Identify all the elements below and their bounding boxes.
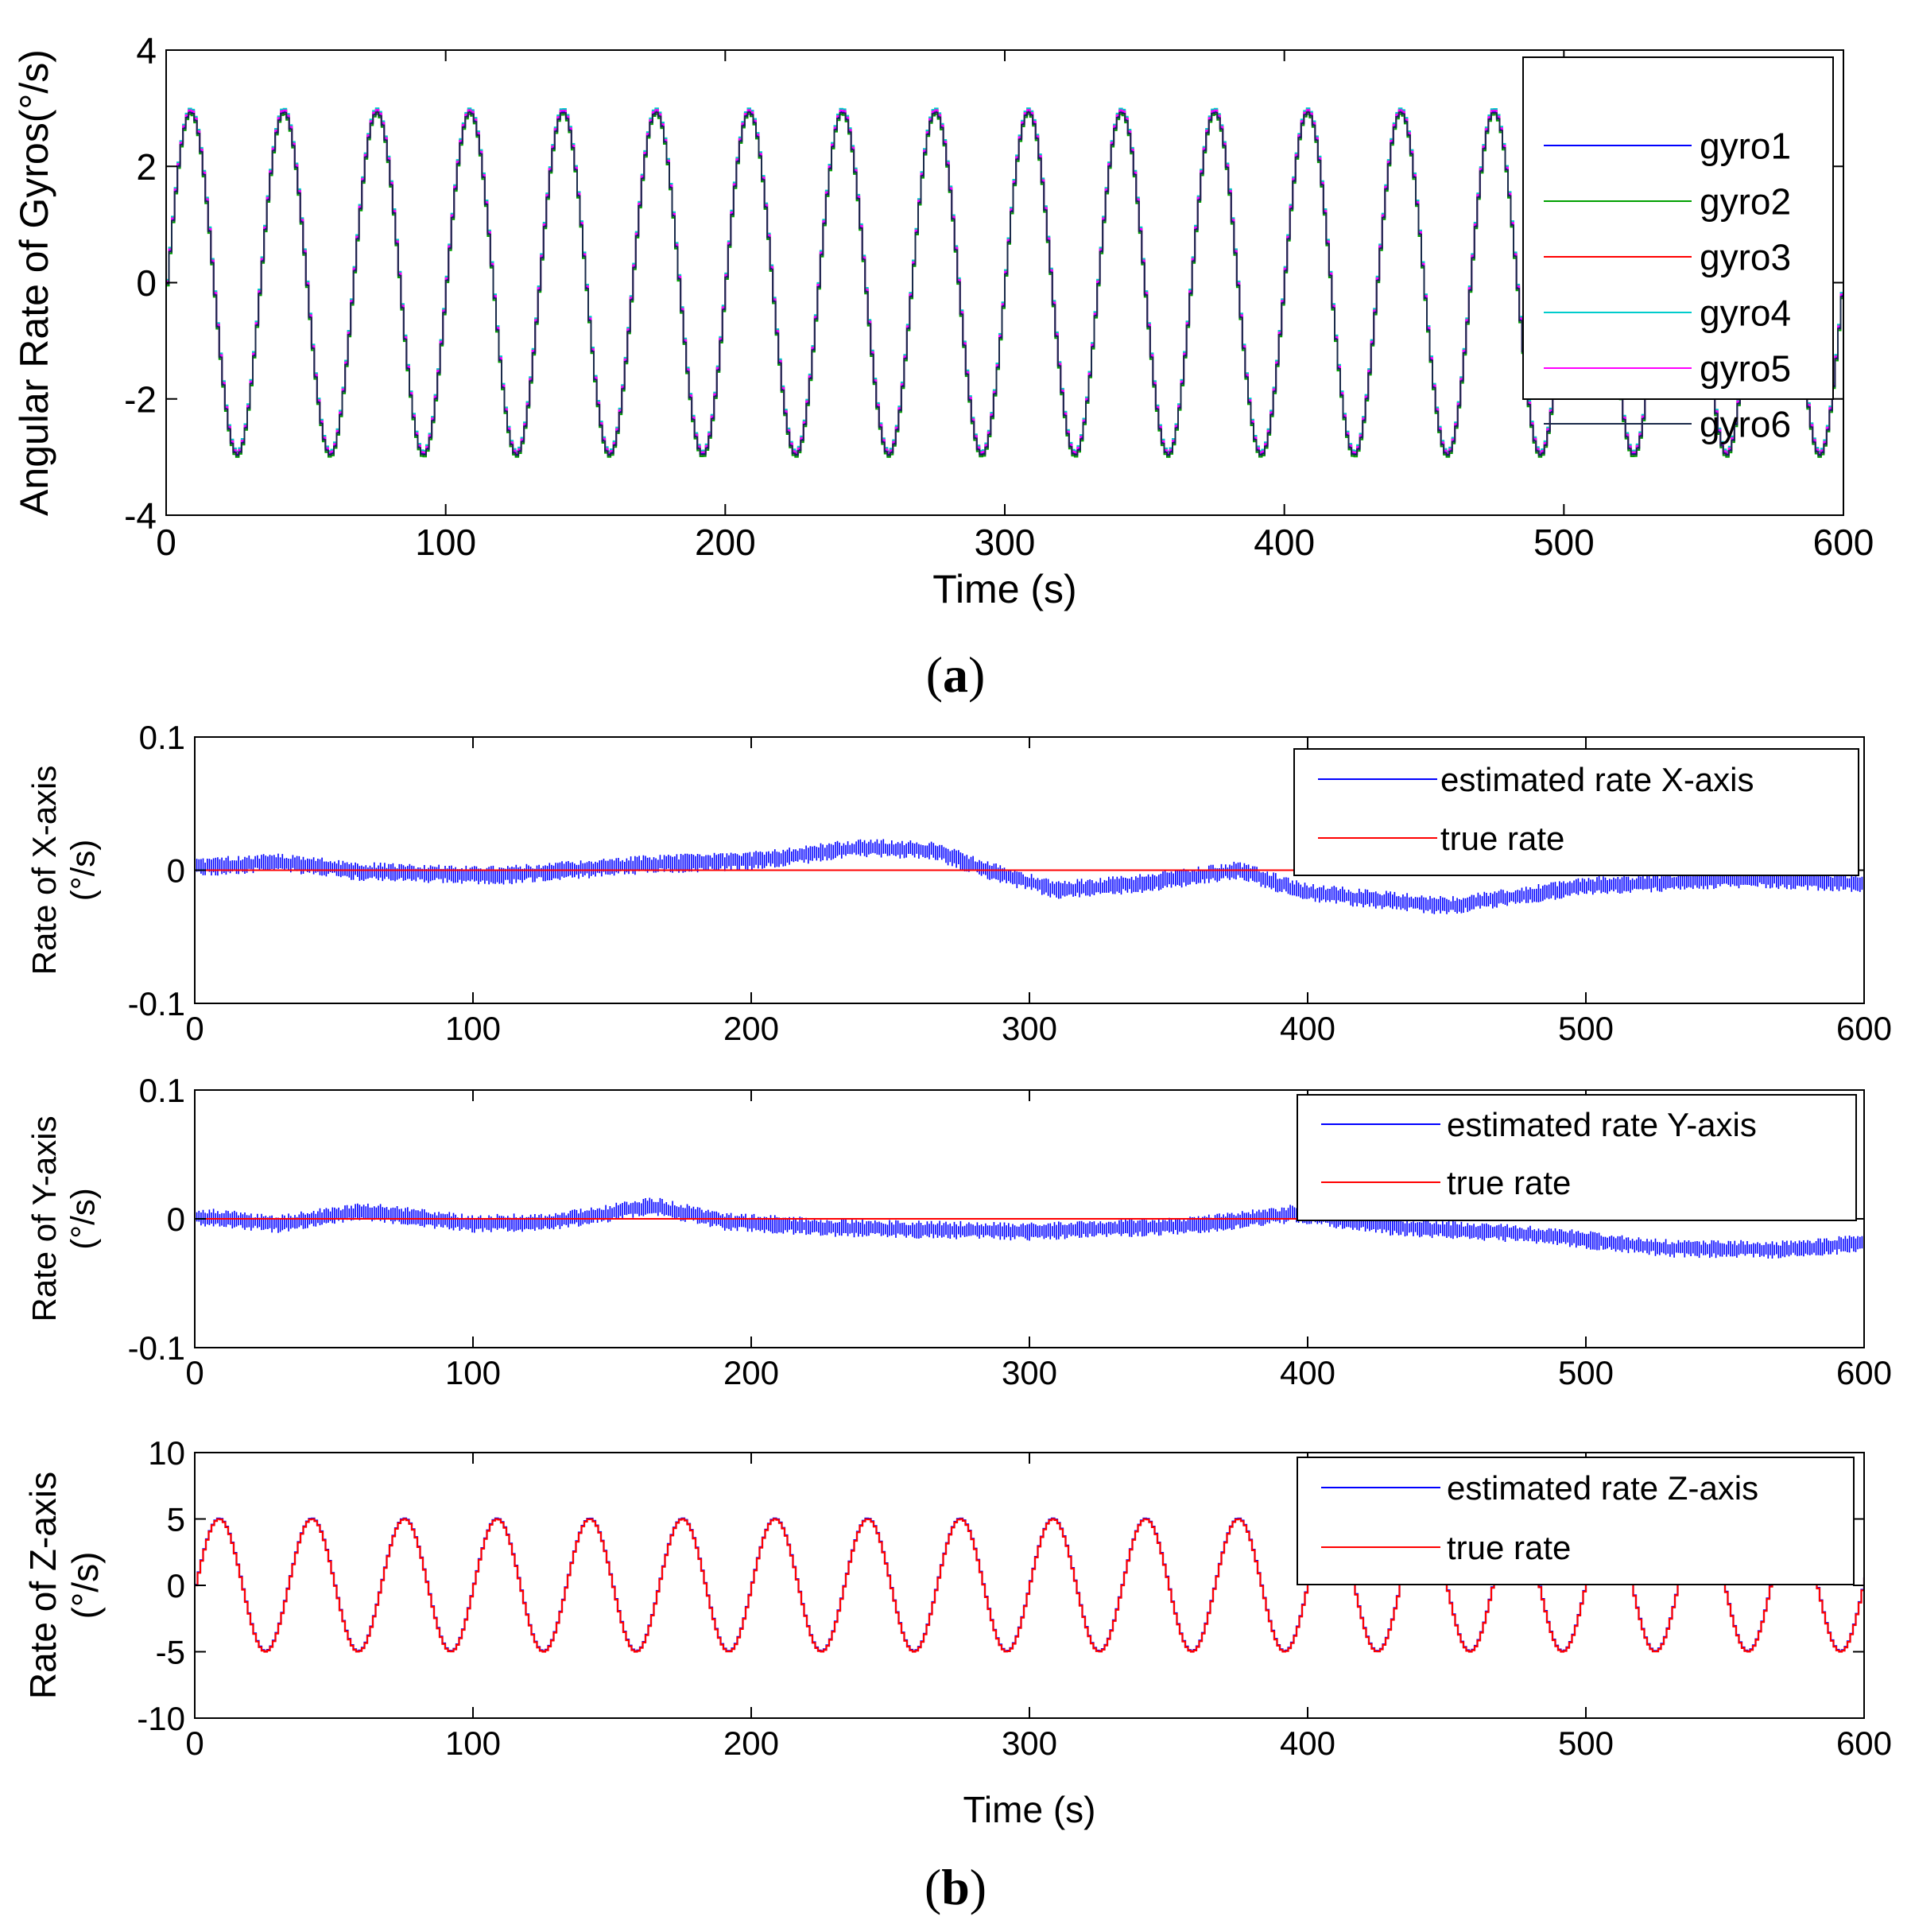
zaxis-y-axis-label-line2: (°/s) xyxy=(64,1552,106,1620)
gyros-x-tick-label: 100 xyxy=(415,522,476,563)
caption-b: (b) xyxy=(924,1859,987,1915)
caption-b-letter: b xyxy=(941,1859,970,1915)
gyros-x-tick-label: 400 xyxy=(1254,522,1315,563)
yaxis-x-tick-label: 600 xyxy=(1836,1354,1892,1391)
yaxis-x-tick-label: 400 xyxy=(1280,1354,1335,1391)
yaxis-legend-label-2: true rate xyxy=(1447,1164,1571,1201)
yaxis-y-tick-label: -0.1 xyxy=(128,1329,185,1367)
gyros-y-tick-label: 0 xyxy=(136,262,157,304)
zaxis-legend-label-2: true rate xyxy=(1447,1529,1571,1566)
zaxis-legend: estimated rate Z-axis true rate xyxy=(1297,1457,1855,1585)
gyros-legend-label-5: gyro5 xyxy=(1700,348,1791,390)
gyros-y-tick-label: 4 xyxy=(136,30,157,72)
zaxis-x-tick-label: 300 xyxy=(1002,1724,1057,1762)
zaxis-x-tick-label: 0 xyxy=(185,1724,204,1762)
gyros-chart: 0 100 200 300 400 500 600 -4 -2 0 2 4 Time (s) Angula… xyxy=(12,30,1874,611)
yaxis-x-tick-label: 100 xyxy=(445,1354,501,1391)
xaxis-y-axis-label: Rate of X-axis(°/s) xyxy=(25,766,101,976)
xaxis-legend-label-2: true rate xyxy=(1440,820,1564,857)
caption-a: (a) xyxy=(926,646,986,703)
zaxis-y-tick-label: 5 xyxy=(167,1501,185,1538)
gyros-x-tick-label: 0 xyxy=(156,522,176,563)
gyros-legend-label-6: gyro6 xyxy=(1700,404,1791,445)
xaxis-x-tick-label: 600 xyxy=(1836,1010,1892,1047)
xaxis-legend-label-1: estimated rate X-axis xyxy=(1440,761,1754,798)
zaxis-y-axis-label: Rate of Z-axis(°/s) xyxy=(22,1472,106,1699)
zaxis-y-tick-label: 0 xyxy=(167,1567,185,1604)
zaxis-legend-label-1: estimated rate Z-axis xyxy=(1447,1469,1758,1507)
yaxis-x-tick-label: 500 xyxy=(1558,1354,1614,1391)
zaxis-x-tick-label: 600 xyxy=(1836,1724,1892,1762)
gyros-x-axis-label: Time (s) xyxy=(932,567,1076,611)
xaxis-y-tick-label: 0.1 xyxy=(139,719,185,756)
caption-a-letter: a xyxy=(943,646,968,703)
gyros-y-tick-label: -2 xyxy=(124,378,157,420)
yaxis-legend: estimated rate Y-axis true rate xyxy=(1297,1094,1857,1221)
yaxis-legend-box xyxy=(1297,1094,1857,1221)
gyros-y-tick-label: 2 xyxy=(136,146,157,188)
gyros-legend: gyro1 gyro2 gyro3 gyro4 gyro5 gyro6 xyxy=(1522,56,1834,445)
gyros-y-tick-label: -4 xyxy=(124,495,157,537)
gyros-legend-box xyxy=(1522,56,1834,400)
gyros-legend-label-3: gyro3 xyxy=(1700,237,1791,278)
xaxis-legend-box xyxy=(1293,748,1859,876)
zaxis-x-tick-label: 400 xyxy=(1280,1724,1335,1762)
zaxis-x-tick-label: 500 xyxy=(1558,1724,1614,1762)
yaxis-x-tick-label: 200 xyxy=(723,1354,779,1391)
zaxis-legend-box xyxy=(1297,1457,1855,1585)
yaxis-y-axis-label-line1: Rate of Y-axis xyxy=(25,1115,63,1321)
gyros-x-tick-label: 200 xyxy=(695,522,756,563)
xaxis-y-axis-label-line1: Rate of X-axis xyxy=(25,766,63,976)
zaxis-x-tick-label: 100 xyxy=(445,1724,501,1762)
xaxis-y-axis-label-line2: (°/s) xyxy=(64,840,101,901)
z-axis-rate-chart: 0 100 200 300 400 500 600 -10 -5 0 5 10 Time (s) Rate… xyxy=(22,1434,1892,1830)
gyros-legend-label-4: gyro4 xyxy=(1700,293,1791,334)
xaxis-y-tick-label: 0 xyxy=(167,852,185,890)
gyros-y-axis-label: Angular Rate of Gyros(°/s) xyxy=(12,49,56,516)
xaxis-x-tick-label: 0 xyxy=(185,1010,204,1047)
yaxis-y-tick-label: 0.1 xyxy=(139,1072,185,1109)
gyros-legend-label-2: gyro2 xyxy=(1700,181,1791,223)
zaxis-y-tick-label: -5 xyxy=(156,1634,185,1671)
xaxis-x-tick-label: 400 xyxy=(1280,1010,1335,1047)
gyros-x-tick-label: 600 xyxy=(1813,522,1874,563)
zaxis-y-tick-label: 10 xyxy=(148,1434,185,1472)
xaxis-y-tick-label: -0.1 xyxy=(128,985,185,1022)
zaxis-x-axis-label: Time (s) xyxy=(963,1789,1096,1830)
zaxis-x-tick-label: 200 xyxy=(723,1724,779,1762)
gyros-x-tick-label: 500 xyxy=(1533,522,1595,563)
xaxis-x-tick-label: 500 xyxy=(1558,1010,1614,1047)
xaxis-legend: estimated rate X-axis true rate xyxy=(1293,748,1859,876)
zaxis-y-axis-label-line1: Rate of Z-axis xyxy=(22,1472,64,1699)
xaxis-x-tick-label: 100 xyxy=(445,1010,501,1047)
yaxis-x-tick-label: 300 xyxy=(1002,1354,1057,1391)
xaxis-x-tick-label: 300 xyxy=(1002,1010,1057,1047)
gyros-x-tick-label: 300 xyxy=(975,522,1036,563)
yaxis-y-tick-label: 0 xyxy=(167,1201,185,1238)
yaxis-legend-label-1: estimated rate Y-axis xyxy=(1447,1106,1757,1143)
yaxis-y-axis-label-line2: (°/s) xyxy=(64,1188,101,1249)
xaxis-x-tick-label: 200 xyxy=(723,1010,779,1047)
gyros-legend-label-1: gyro1 xyxy=(1700,126,1791,167)
yaxis-y-axis-label: Rate of Y-axis(°/s) xyxy=(25,1115,101,1321)
yaxis-x-tick-label: 0 xyxy=(185,1354,204,1391)
zaxis-y-tick-label: -10 xyxy=(137,1700,185,1737)
